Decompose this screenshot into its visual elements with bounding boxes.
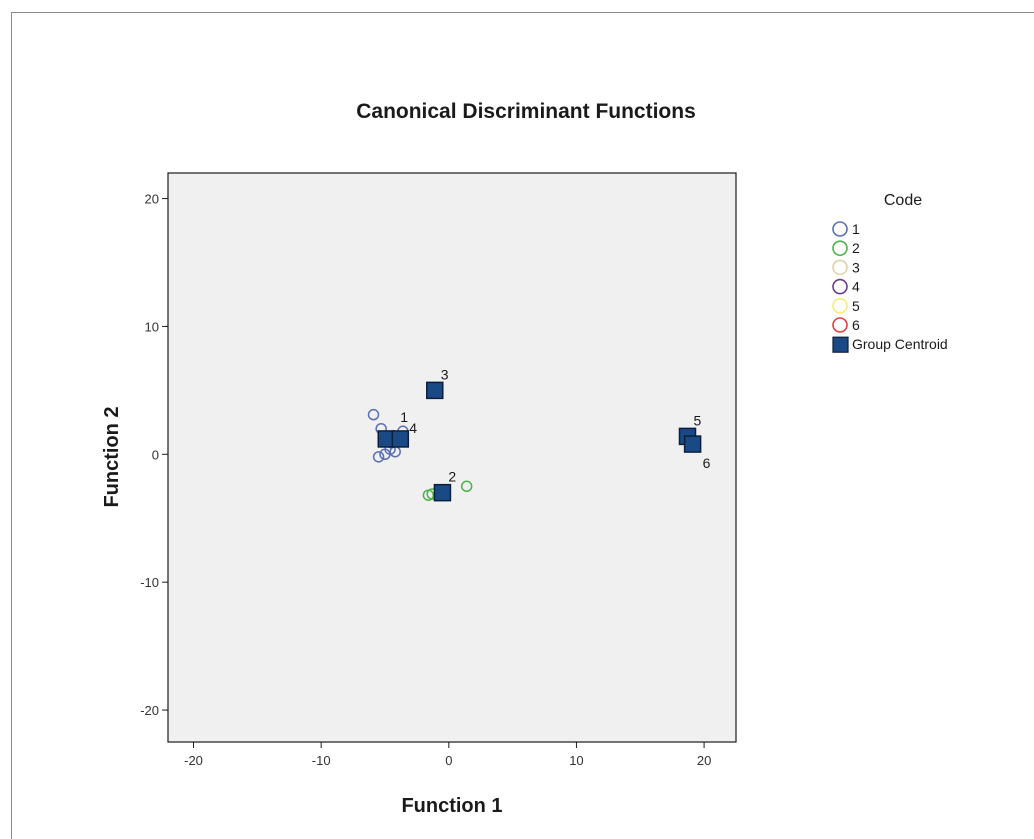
legend-marker-3 [832, 259, 848, 276]
y-axis: -20 -10 0 10 20 [140, 192, 168, 718]
y-tick-label: -10 [140, 575, 159, 590]
legend-marker-group-centroid [832, 336, 849, 353]
legend-marker-1 [832, 221, 848, 237]
legend-label: 1 [852, 221, 860, 237]
data-point-group-1 [367, 408, 380, 421]
x-tick-label: 10 [569, 753, 583, 768]
group-centroid-marker [426, 381, 444, 400]
centroid-label: 3 [441, 366, 449, 382]
legend-marker-2 [832, 240, 848, 256]
markers-layer: 1 2 3 4 5 6 [367, 366, 711, 502]
y-axis-title: Function 2 [101, 406, 123, 507]
group-centroid-marker [433, 483, 452, 502]
x-tick-label: -10 [312, 753, 331, 768]
group-centroid-marker [391, 430, 410, 448]
centroid-label: 2 [448, 469, 456, 485]
y-tick-label: 10 [145, 319, 159, 334]
y-tick-label: 20 [145, 192, 159, 207]
x-tick-label: -20 [184, 753, 203, 768]
x-tick-label: 20 [697, 753, 711, 768]
legend: Code 1 2 3 4 5 6 Group Centroid [832, 192, 948, 353]
centroid-label: 4 [409, 420, 417, 436]
group-centroid-marker [683, 435, 702, 453]
plot-area [167, 172, 737, 743]
legend-label: Group Centroid [852, 336, 948, 352]
legend-label: 2 [852, 240, 860, 256]
data-point-group-1 [372, 451, 385, 463]
legend-label: 4 [852, 279, 860, 295]
chart-title: Canonical Discriminant Functions [356, 100, 696, 123]
legend-label: 5 [852, 298, 860, 314]
centroid-label: 5 [693, 412, 701, 428]
legend-title: Code [884, 192, 922, 209]
legend-label: 6 [852, 317, 860, 333]
y-tick-label: -20 [140, 703, 159, 718]
centroid-label: 6 [703, 455, 711, 471]
y-tick-label: 0 [152, 447, 159, 462]
legend-marker-4 [832, 278, 848, 295]
legend-marker-5 [832, 297, 848, 314]
x-tick-label: 0 [445, 753, 452, 768]
x-axis-title: Function 1 [401, 795, 502, 817]
centroid-label: 1 [400, 409, 408, 425]
data-point-group-2 [460, 480, 473, 493]
legend-label: 3 [852, 259, 860, 275]
x-axis: -20 -10 0 10 20 [184, 742, 711, 768]
legend-marker-6 [832, 317, 848, 333]
